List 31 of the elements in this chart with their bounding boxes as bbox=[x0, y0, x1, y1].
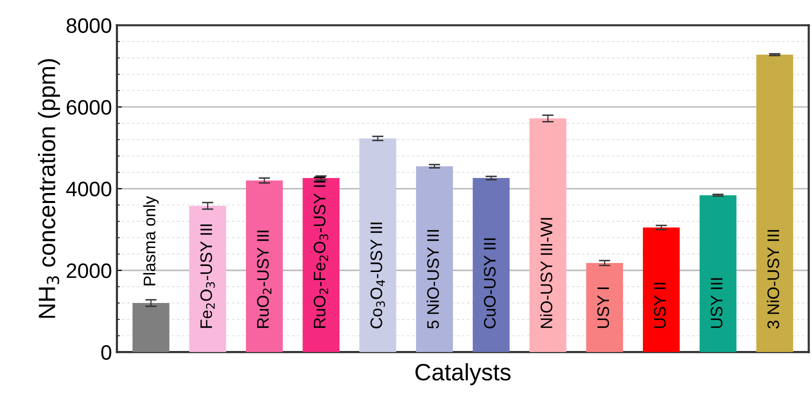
x-tick-label: Co$_{3}$O$_{4}$-USY III bbox=[370, 222, 385, 328]
y-axis-title: NH$_{3}$ concentration (ppm) bbox=[38, 59, 60, 318]
x-tick-label: NiO-USY III-WI bbox=[540, 218, 552, 328]
y-tick-label: 6000 bbox=[66, 100, 112, 115]
bar bbox=[472, 178, 510, 352]
bar bbox=[359, 138, 396, 352]
y-tick-label: 2000 bbox=[66, 263, 112, 278]
x-tick-label: USY III bbox=[710, 278, 722, 328]
bar bbox=[529, 118, 566, 352]
x-tick-label: CuO-USY III bbox=[484, 238, 496, 328]
bar bbox=[246, 180, 283, 352]
y-tick-label: 8000 bbox=[66, 18, 112, 34]
bar bbox=[416, 166, 453, 352]
x-tick-label: Fe$_{2}$O$_{3}$-USY III bbox=[200, 224, 215, 328]
bar bbox=[756, 54, 794, 352]
bar bbox=[132, 303, 170, 352]
x-tick-label: 3 NiO-USY III bbox=[766, 230, 780, 329]
x-tick-label: RuO$_{2}$-USY III bbox=[257, 230, 272, 328]
x-tick-label: USY I bbox=[597, 288, 610, 328]
x-tick-label: USY II bbox=[654, 282, 666, 328]
bar bbox=[189, 206, 226, 352]
bar bbox=[642, 227, 680, 352]
x-tick-label: Plasma only bbox=[143, 196, 159, 286]
x-tick-label: RuO$_{2}$-Fe$_{2}$O$_{3}$-USY III bbox=[314, 176, 328, 328]
y-tick-label: 4000 bbox=[66, 182, 112, 196]
y-tick-label: 0 bbox=[101, 345, 112, 360]
x-axis-title: Catalysts bbox=[415, 363, 511, 386]
x-tick-label: 5 NiO-USY III bbox=[426, 230, 439, 329]
bar bbox=[700, 195, 736, 352]
bar bbox=[586, 263, 624, 352]
bar bbox=[302, 178, 340, 352]
